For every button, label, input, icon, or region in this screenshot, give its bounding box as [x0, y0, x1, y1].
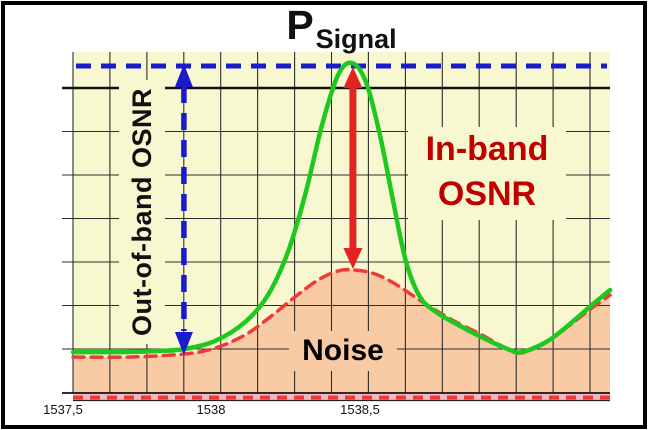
- signal-curve: [70, 60, 613, 355]
- out-of-band-osnr-label: Out-of-band OSNR: [119, 80, 165, 344]
- bottom-noise-band: [73, 394, 610, 402]
- title-symbol: P: [286, 2, 314, 48]
- x-tick-label-1537-5: 1537,5: [43, 402, 83, 417]
- in-band-arrow: [343, 67, 363, 269]
- in-band-label-line1: In-band: [425, 130, 549, 168]
- in-band-label-line2: OSNR: [437, 175, 537, 213]
- out-of-band-arrow: [174, 64, 193, 355]
- x-tick-label-1538: 1538: [196, 402, 226, 417]
- x-tick-label-1538-5: 1538,5: [340, 402, 380, 417]
- figure-title: PSignal: [73, 2, 610, 54]
- title-subscript: Signal: [315, 24, 397, 54]
- noise-label: Noise: [289, 331, 397, 371]
- in-band-osnr-label: In-band OSNR: [408, 127, 566, 220]
